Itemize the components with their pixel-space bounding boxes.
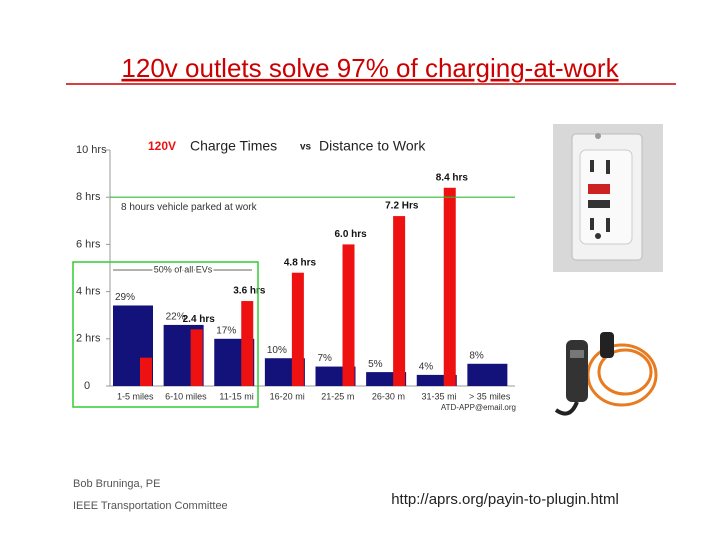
- charger-image: [554, 332, 658, 416]
- x-tick-label: 21-25 m: [321, 391, 354, 401]
- outlet-image: [553, 124, 663, 272]
- data-label: 29%: [115, 292, 135, 303]
- footer-author: Bob Bruninga, PE: [73, 478, 160, 490]
- data-label: 17%: [216, 325, 236, 336]
- y-tick-label: 2 hrs: [76, 333, 101, 345]
- bar: [416, 374, 457, 386]
- data-label: 4.8 hrs: [284, 257, 317, 268]
- bar: [291, 272, 304, 386]
- chart-title-part: 120V: [148, 139, 176, 153]
- parked-label: 8 hours vehicle parked at work: [121, 202, 258, 213]
- y-tick-label: 8 hrs: [76, 191, 101, 203]
- x-tick-label: > 35 miles: [469, 391, 511, 401]
- y-tick-label: 0: [84, 380, 90, 392]
- half-box: [72, 261, 259, 408]
- chart-title-part: vs: [300, 142, 312, 153]
- chart-title-part: Distance to Work: [319, 138, 426, 154]
- x-tick-label: 16-20 mi: [270, 391, 305, 401]
- data-label: 7.2 Hrs: [385, 201, 419, 212]
- data-label: 7%: [318, 353, 333, 364]
- x-tick-label: 1-5 miles: [117, 391, 154, 401]
- footer-url: http://aprs.org/payin-to-plugin.html: [391, 491, 619, 508]
- bar: [140, 357, 152, 386]
- data-label: 10%: [267, 345, 287, 356]
- x-tick-label: 6-10 miles: [165, 391, 207, 401]
- data-label: 8%: [469, 350, 484, 361]
- bar: [241, 301, 254, 386]
- x-tick-label: 26-30 m: [372, 391, 405, 401]
- credit: ATD-APP@email.org: [441, 403, 516, 412]
- data-label: 8.4 hrs: [436, 172, 469, 183]
- data-label: 4%: [419, 362, 434, 373]
- data-label: 3.6 hrs: [233, 286, 266, 297]
- data-label: 22%: [166, 312, 186, 323]
- x-tick-label: 31-35 mi: [422, 391, 457, 401]
- y-tick-label: 6 hrs: [76, 238, 101, 250]
- slide-title: 120v outlets solve 97% of charging-at-wo…: [121, 53, 619, 83]
- x-tick-label: 11-15 mi: [219, 391, 253, 401]
- data-label: 2.4 hrs: [183, 314, 216, 325]
- data-label: 6.0 hrs: [335, 229, 368, 240]
- bar: [342, 244, 355, 386]
- bar: [467, 363, 508, 386]
- chart-title-part: Charge Times: [190, 138, 277, 154]
- y-tick-label: 4 hrs: [76, 286, 101, 298]
- y-tick-label: 10 hrs: [76, 144, 107, 156]
- bar: [443, 187, 456, 386]
- data-label: 5%: [368, 359, 383, 370]
- half-label: 50% of all EVs: [154, 264, 213, 274]
- bar: [190, 329, 203, 386]
- footer-org: IEEE Transportation Committee: [73, 500, 228, 512]
- bar: [393, 216, 406, 386]
